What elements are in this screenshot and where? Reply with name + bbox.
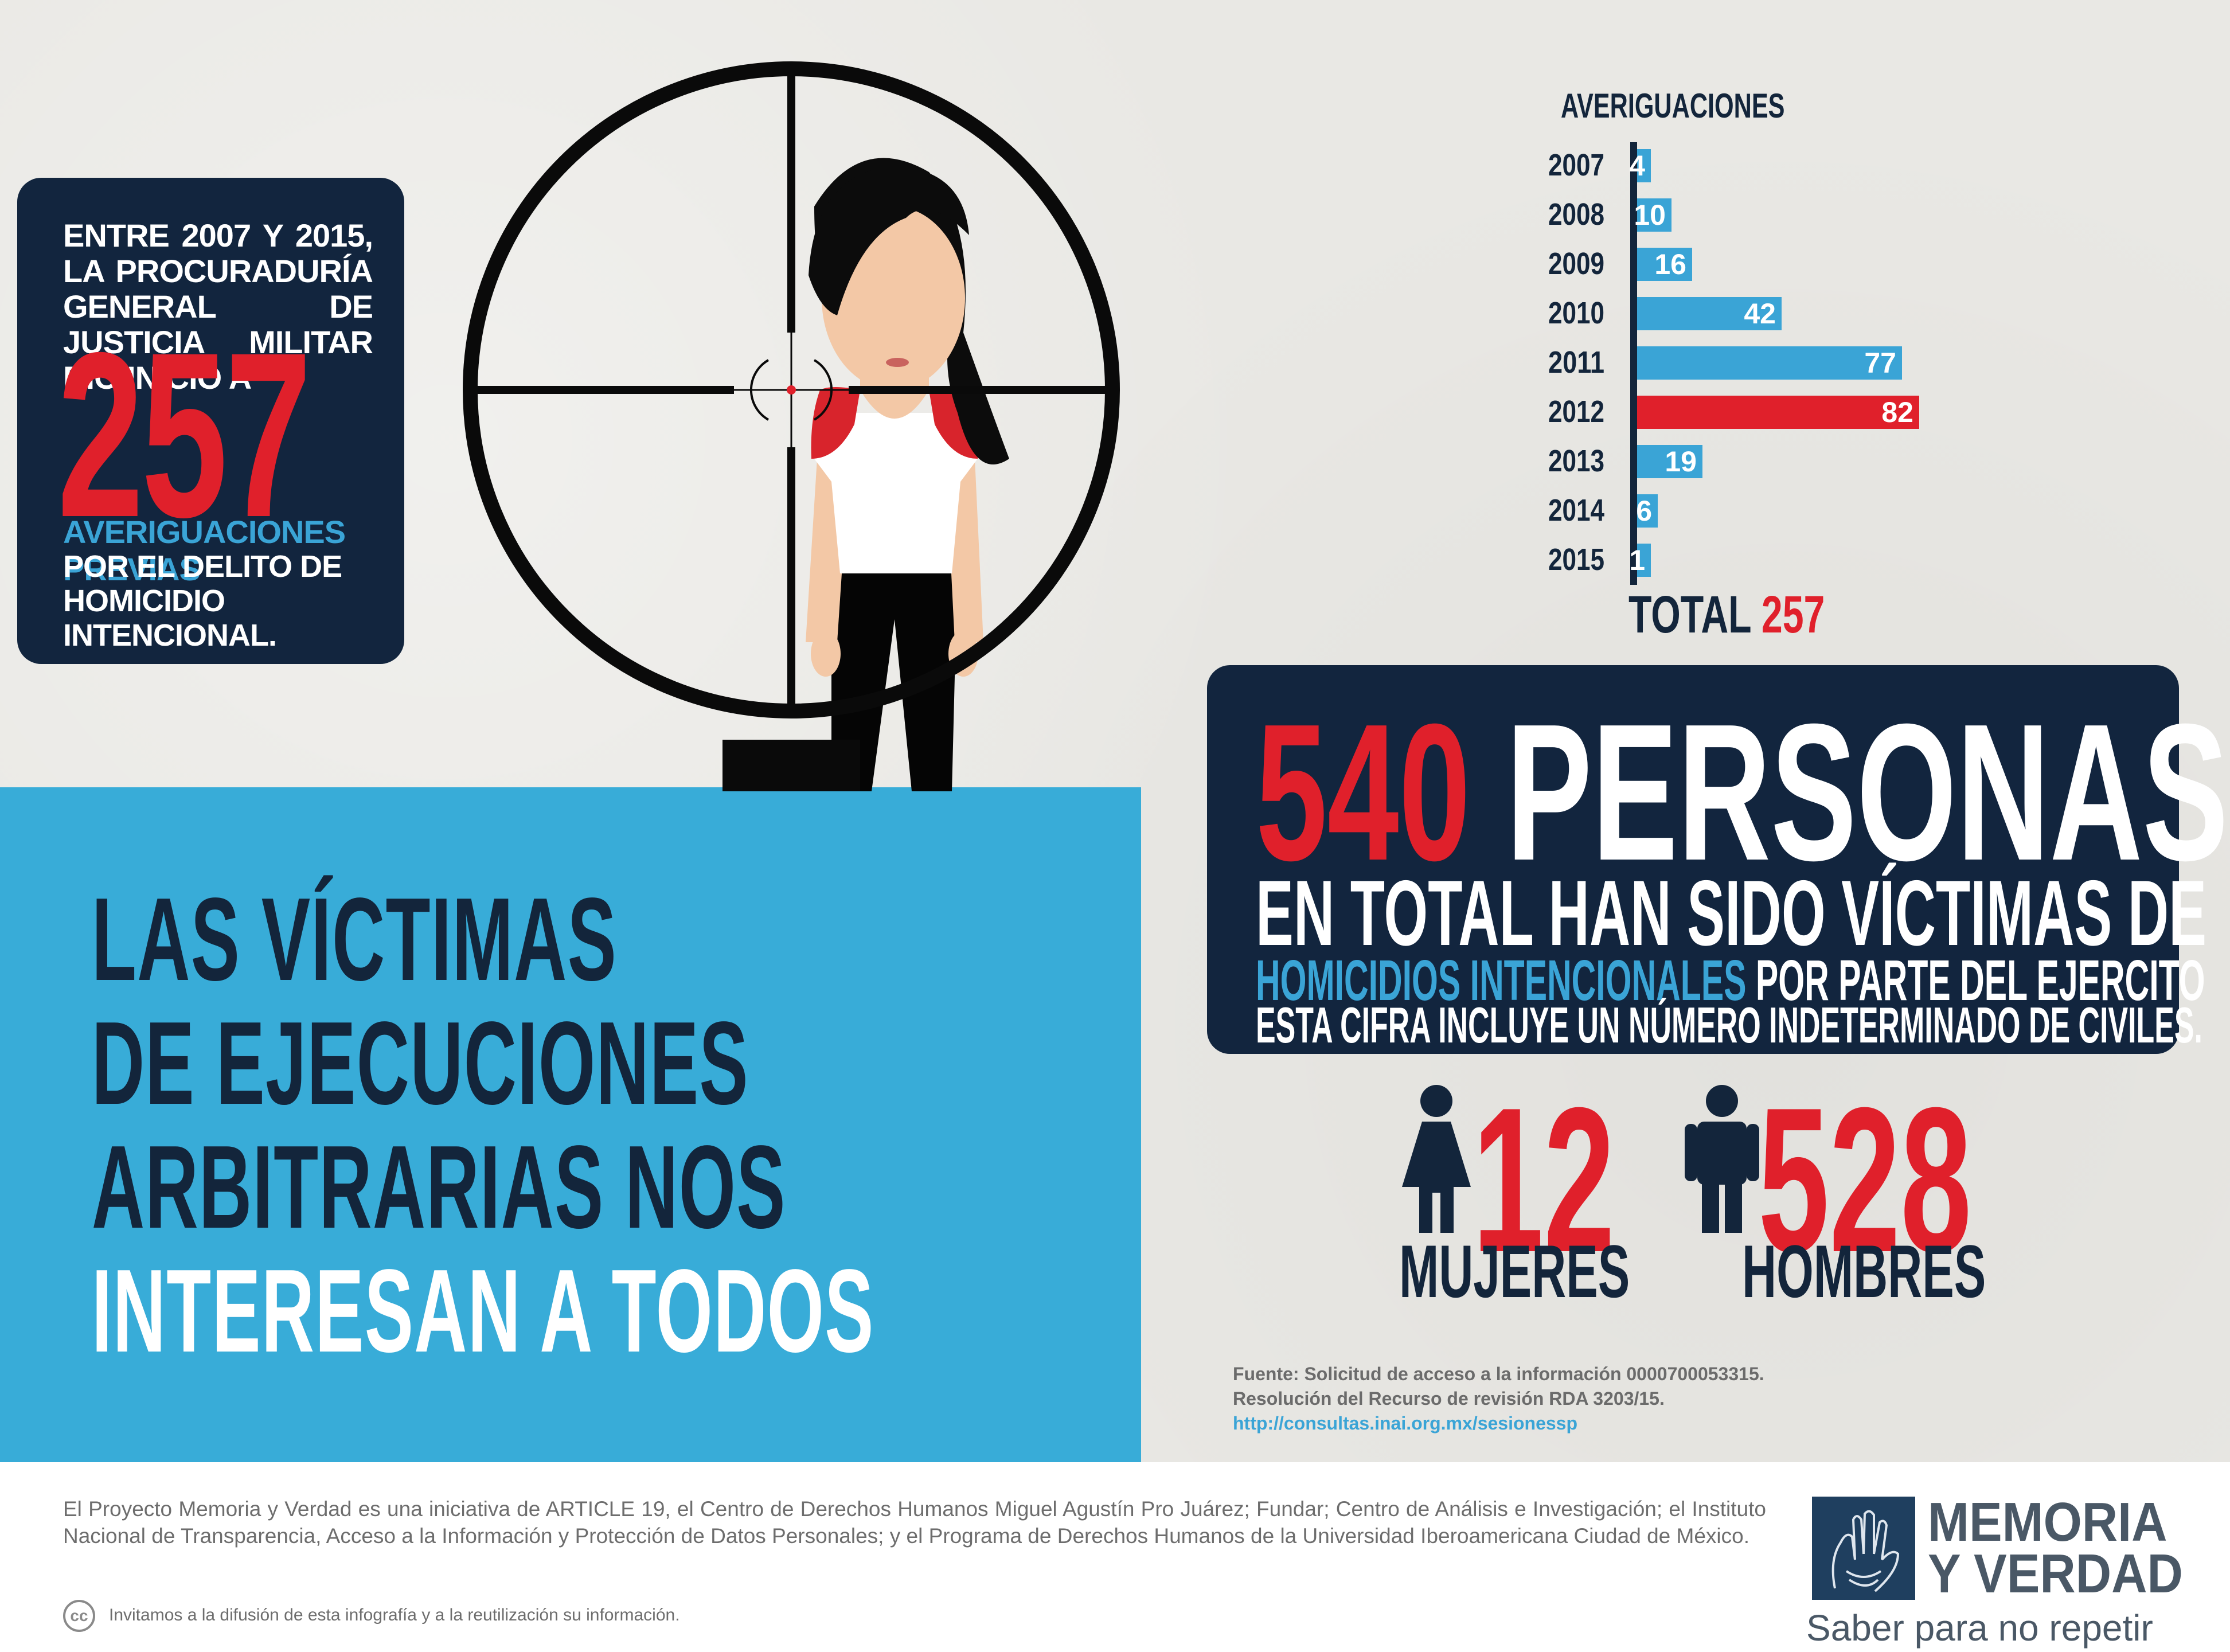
brand-line-2: Y VERDAD (1928, 1543, 2183, 1604)
headline-line-4: INTERESAN A TODOS (92, 1245, 874, 1377)
chart-bar (1637, 396, 1919, 429)
intro-highlight: AVERIGUACIONES PREVIAS (63, 514, 346, 587)
chart-value-label: 6 (1636, 495, 1652, 527)
chart-value-label: 19 (1665, 446, 1697, 478)
chart-category-label: 2009 (1548, 247, 1604, 281)
source-line-2: Resolución del Recurso de revisión RDA 3… (1233, 1388, 1665, 1409)
crosshair-dot (787, 385, 796, 395)
brand-name: MEMORIA Y VERDAD (1928, 1491, 2183, 1604)
source-link[interactable]: http://consultas.inai.org.mx/sesionessp (1233, 1413, 1578, 1434)
headline-line-1: LAS VÍCTIMAS (92, 873, 618, 1005)
rifle-scope-illustration (463, 61, 1120, 791)
victims-line-3: HOMICIDIOS INTENCIONALES POR PARTE DEL E… (1256, 952, 2205, 1009)
chart-category-label: 2015 (1548, 542, 1604, 577)
women-number: 12 (1473, 1065, 1615, 1295)
chart-value-label: 4 (1629, 150, 1645, 182)
chart-axis (1630, 142, 1637, 585)
chart-value-label: 10 (1634, 199, 1666, 231)
chart-category-label: 2010 (1548, 296, 1604, 330)
footer-invite: Invitamos a la difusión de esta infograf… (109, 1606, 680, 1624)
women-stat: 12 MUJERES (1399, 1077, 1640, 1309)
handprint-logo-icon (1812, 1497, 1915, 1600)
chart-category-label: 2013 (1548, 444, 1604, 478)
man-icon (1685, 1085, 1759, 1233)
chart-value-label: 16 (1654, 248, 1686, 280)
intro-tail-text: POR EL DELITO DE HOMICIDIO INTENCIONAL. (63, 549, 342, 653)
source-note: Fuente: Solicitud de acceso a la informa… (1233, 1362, 1864, 1436)
men-number: 528 (1758, 1065, 1972, 1295)
victims-line-3-rest: POR PARTE DEL EJERCITO (1755, 948, 2205, 1013)
chart-bar (1637, 494, 1658, 528)
footer: El Proyecto Memoria y Verdad es una inic… (0, 1462, 2230, 1652)
victims-number: 540 (1256, 684, 1471, 901)
chart-value-label: 82 (1881, 396, 1913, 428)
men-label: HOMBRES (1742, 1229, 1986, 1313)
chart-bar (1637, 346, 1902, 380)
victims-highlight: HOMICIDIOS INTENCIONALES (1256, 948, 1747, 1013)
victims-word: PERSONAS (1506, 684, 2229, 901)
chart-bar (1637, 149, 1651, 182)
chart-category-label: 2012 (1548, 395, 1604, 429)
brand-line-1: MEMORIA (1928, 1491, 2167, 1553)
victims-total-box: 540 PERSONAS EN TOTAL HAN SIDO VÍCTIMAS … (1207, 665, 2228, 1054)
woman-icon (1402, 1085, 1471, 1233)
men-stat: 528 HOMBRES (1685, 1077, 2029, 1309)
source-line-1: Fuente: Solicitud de acceso a la informa… (1233, 1364, 1764, 1384)
chart-category-label: 2007 (1548, 148, 1604, 182)
chart-bar (1637, 297, 1782, 330)
creative-commons-icon: cc (63, 1600, 95, 1632)
headline-line-2: DE EJECUCIONES (92, 997, 749, 1129)
averiguaciones-chart: AVERIGUACIONES 2007 4 2008 10 2009 16 2010 42 20… (1548, 80, 1984, 645)
chart-total-label: TOTAL (1628, 585, 1751, 644)
victims-line-4: ESTA CIFRA INCLUYE UN NÚMERO INDETERMINA… (1256, 997, 2202, 1053)
chart-total: TOTAL 257 (1628, 585, 1825, 645)
chart-bar (1637, 445, 1702, 478)
chart-value-label: 42 (1744, 298, 1776, 330)
headline-line-3: ARBITRARIAS NOS (92, 1121, 786, 1253)
chart-bar (1637, 248, 1692, 281)
chart-value-label: 1 (1629, 544, 1645, 576)
chart-bar (1637, 198, 1671, 232)
chart-category-label: 2014 (1548, 493, 1604, 528)
brand-tagline: Saber para no repetir (1806, 1607, 2153, 1649)
women-label: MUJERES (1399, 1229, 1630, 1313)
intro-box: ENTRE 2007 Y 2015, LA PROCURADURÍA GENER… (17, 178, 404, 664)
headline-panel (0, 787, 1141, 1462)
chart-value-label: 77 (1864, 347, 1896, 379)
chart-category-label: 2008 (1548, 197, 1604, 232)
intro-lead-text: ENTRE 2007 Y 2015, LA PROCURADURÍA GENER… (63, 217, 373, 396)
chart-bar (1637, 544, 1651, 577)
chart-title: AVERIGUACIONES (1561, 87, 1785, 125)
victims-headline: 540 PERSONAS (1256, 695, 2228, 890)
chart-category-label: 2011 (1548, 345, 1604, 380)
footer-about: El Proyecto Memoria y Verdad es una inic… (63, 1497, 1766, 1548)
chart-total-value: 257 (1761, 585, 1825, 644)
victims-line-2: EN TOTAL HAN SIDO VÍCTIMAS DE (1256, 861, 2207, 965)
headline: LAS VÍCTIMAS DE EJECUCIONES ARBITRARIAS … (92, 877, 1124, 1373)
